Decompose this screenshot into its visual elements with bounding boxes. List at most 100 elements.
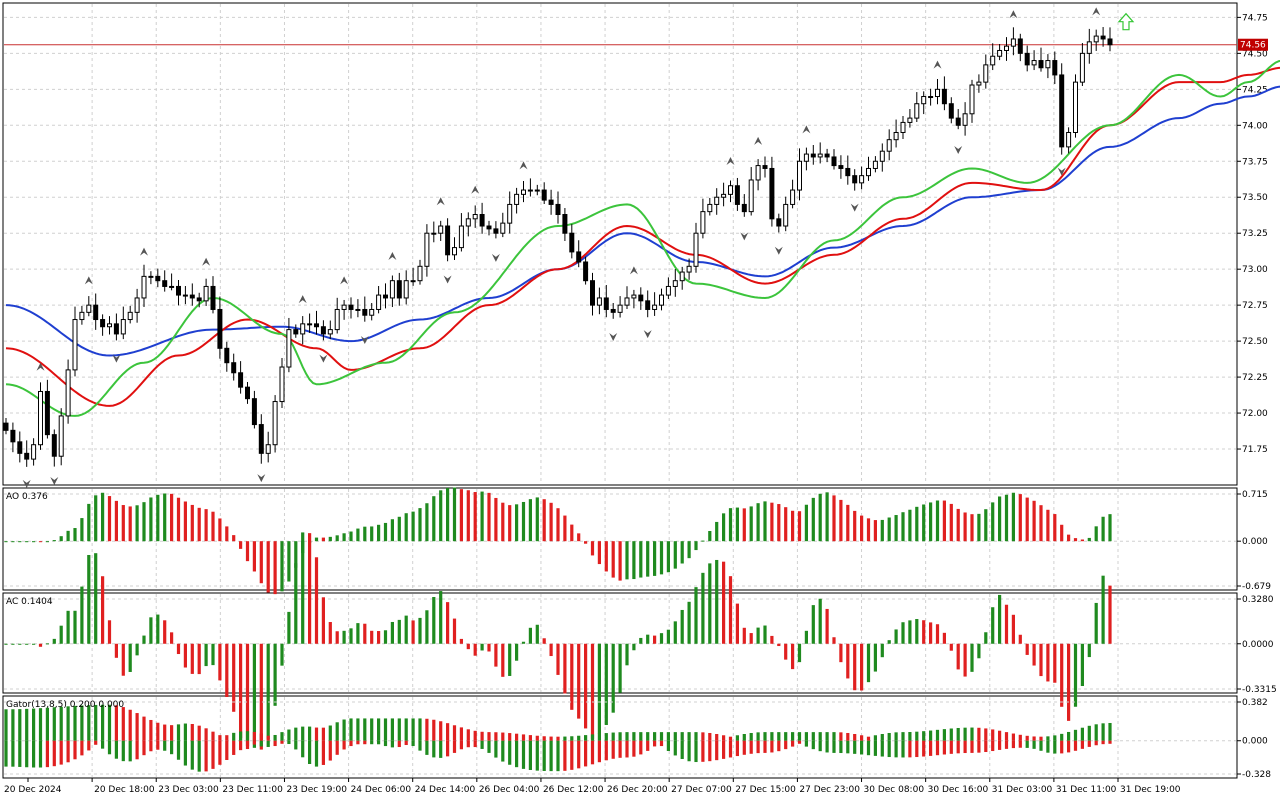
bull-candle <box>182 294 188 297</box>
gator-upper-bar <box>542 736 546 741</box>
ao-histogram-bar <box>149 497 153 542</box>
bear-candle <box>769 167 775 220</box>
ac-histogram-bar <box>991 607 995 644</box>
gator-lower-bar <box>38 740 43 768</box>
price-y-tick-label: 74.50 <box>1242 49 1268 59</box>
gator-lower-bar <box>25 740 29 768</box>
ao-histogram-bar <box>52 540 56 542</box>
gator-upper-bar <box>1032 736 1036 741</box>
ac-histogram-bar <box>1018 634 1022 644</box>
bear-candle <box>320 326 326 335</box>
ao-histogram-bar <box>908 509 912 542</box>
gator-lower-bar <box>839 740 843 754</box>
fractal-up-arrow <box>436 197 445 206</box>
gator-upper-bar <box>791 732 795 741</box>
gator-lower-bar <box>991 740 995 752</box>
ao-histogram-bar <box>25 541 29 543</box>
bear-candle <box>210 285 216 310</box>
ac-histogram-bar <box>32 643 36 645</box>
gator-lower-bar <box>156 740 160 750</box>
ac-histogram-bar <box>894 629 898 644</box>
ac-histogram-bar <box>66 610 70 644</box>
ao-histogram-bar <box>163 493 167 542</box>
ac-histogram-bar <box>1094 602 1098 644</box>
gator-upper-bar <box>80 705 84 741</box>
gator-lower-bar <box>1108 740 1112 744</box>
ac-histogram-bar <box>860 643 864 691</box>
ac-histogram-bar <box>563 643 567 694</box>
ao-histogram-bar <box>784 507 788 542</box>
gator-lower-bar <box>1004 740 1009 749</box>
ao-histogram-bar <box>811 497 815 542</box>
gator-upper-bar <box>887 732 891 741</box>
gator-upper-bar <box>659 732 664 741</box>
gator-upper-bar <box>832 732 836 741</box>
bull-candle <box>1086 41 1092 54</box>
gator-lower-bar <box>287 740 291 745</box>
gator-lower-bar <box>563 740 567 771</box>
gator-lower-bar <box>1053 740 1057 754</box>
ao-histogram-bar <box>370 526 374 542</box>
gator-upper-bar <box>701 732 705 741</box>
bear-candle <box>845 167 851 177</box>
x-time-label: 26 Dec 12:00 <box>543 785 604 795</box>
bull-candle <box>355 308 361 311</box>
gator-upper-bar <box>770 732 774 741</box>
bull-candle <box>652 304 658 310</box>
gator-lower-bar <box>308 740 312 764</box>
gator-upper-bar <box>370 718 374 741</box>
gator-upper-bar <box>901 732 905 741</box>
ac-histogram-bar <box>45 643 49 645</box>
gator-lower-bar <box>708 740 712 762</box>
bull-candle <box>500 222 506 234</box>
gator-lower-bar <box>901 740 905 758</box>
bear-candle <box>348 304 354 310</box>
gator-upper-bar <box>549 736 553 741</box>
ao-histogram-bar <box>1039 505 1043 542</box>
ao-histogram-bar <box>487 492 491 542</box>
ao-histogram-bar <box>618 541 622 581</box>
fractal-down-arrow <box>257 474 266 483</box>
gator-upper-bar <box>1004 732 1009 741</box>
fractal-up-arrow <box>629 266 638 275</box>
gator-lower-bar <box>135 740 139 760</box>
ao-histogram-bar <box>666 541 670 573</box>
ac-histogram-bar <box>887 640 891 644</box>
gator-lower-bar <box>383 740 388 747</box>
gator-upper-bar <box>404 718 408 741</box>
ac-histogram-bar <box>480 643 484 651</box>
ac-histogram-bar <box>929 622 933 644</box>
gator-upper-bar <box>1046 736 1050 741</box>
bull-candle <box>672 280 678 287</box>
bull-candle <box>748 179 754 213</box>
bear-candle <box>162 280 168 287</box>
gator-lower-bar <box>59 740 63 765</box>
bull-candle <box>31 444 37 460</box>
gator-upper-bar <box>439 721 443 741</box>
price-y-tick-label: 71.75 <box>1242 445 1268 455</box>
bull-candle <box>417 265 423 282</box>
ao-histogram-bar <box>170 493 174 542</box>
bear-candle <box>396 280 402 299</box>
gator-upper-bar <box>1108 722 1112 741</box>
ao-histogram-bar <box>763 501 767 542</box>
gator-lower-bar <box>977 740 981 753</box>
gator-lower-bar <box>239 740 243 751</box>
ac-histogram-bar <box>584 643 588 729</box>
fractal-up-arrow <box>754 136 763 145</box>
gator-upper-bar <box>494 732 498 741</box>
x-time-label: 24 Dec 14:00 <box>415 785 476 795</box>
ao-histogram-bar <box>521 501 526 542</box>
gator-lower-bar <box>715 740 719 761</box>
ao-y-tick-label: -0.679 <box>1242 582 1271 592</box>
bull-candle <box>976 81 982 86</box>
bull-candle <box>714 196 720 205</box>
gator-upper-bar <box>915 731 919 741</box>
gator-lower-bar <box>1039 740 1043 751</box>
ao-histogram-bar <box>1087 537 1091 542</box>
gator-upper-bar <box>59 706 63 741</box>
ac-histogram-bar <box>383 630 388 644</box>
gator-lower-bar <box>680 740 684 759</box>
ac-histogram-bar <box>756 627 760 644</box>
bull-candle <box>327 329 333 335</box>
